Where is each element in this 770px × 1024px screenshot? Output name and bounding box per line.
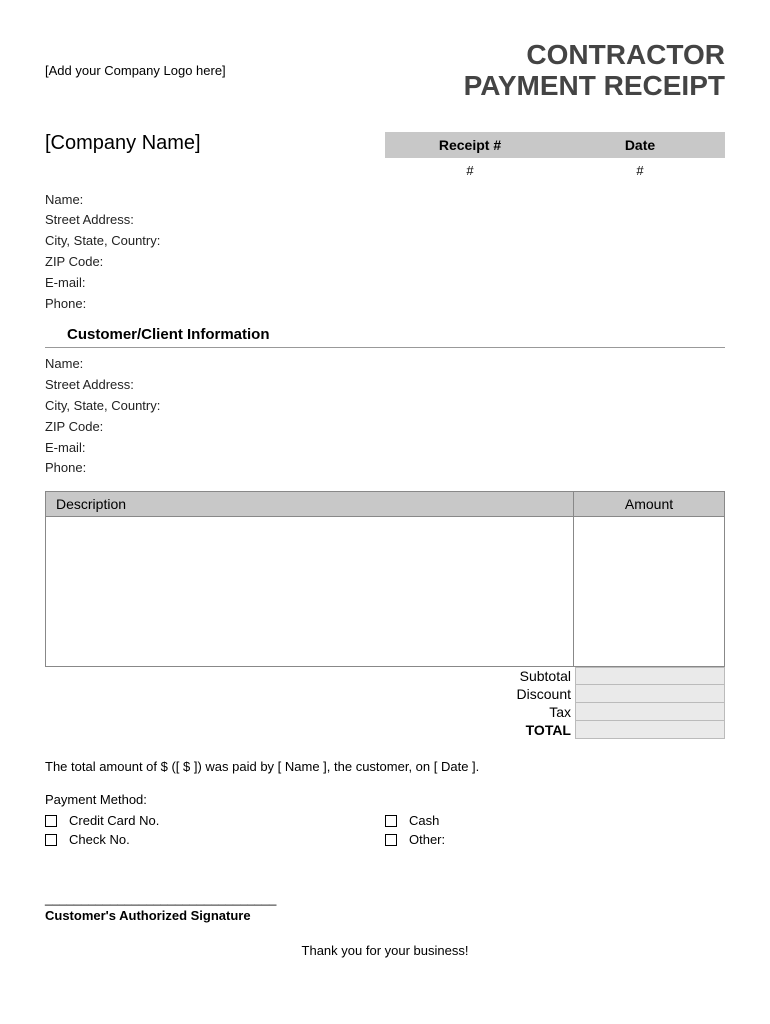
receipt-number-label: Receipt # xyxy=(385,137,555,153)
credit-card-label: Credit Card No. xyxy=(69,813,159,828)
title-line1: CONTRACTOR xyxy=(464,40,725,71)
customer-city-field: City, State, Country: xyxy=(45,396,725,417)
desc-body xyxy=(45,517,725,667)
document-title: CONTRACTOR PAYMENT RECEIPT xyxy=(464,40,725,102)
receipt-info-table: Receipt # Date # # xyxy=(385,132,725,184)
company-receipt-row: [Company Name] Receipt # Date # # xyxy=(45,132,725,184)
company-name: [Company Name] xyxy=(45,132,201,155)
company-email-field: E-mail: xyxy=(45,273,725,294)
payment-method-label: Payment Method: xyxy=(45,792,725,807)
amount-cell xyxy=(574,517,724,666)
totals-section: Subtotal Discount Tax TOTAL xyxy=(45,667,725,739)
company-phone-field: Phone: xyxy=(45,294,725,315)
description-column-header: Description xyxy=(46,492,574,516)
credit-card-checkbox[interactable] xyxy=(45,815,57,827)
date-label: Date xyxy=(555,137,725,153)
customer-email-field: E-mail: xyxy=(45,438,725,459)
receipt-header-row: Receipt # Date xyxy=(385,132,725,158)
customer-phone-field: Phone: xyxy=(45,458,725,479)
header-row: [Add your Company Logo here] CONTRACTOR … xyxy=(45,40,725,102)
tax-row: Tax xyxy=(45,703,725,721)
other-checkbox[interactable] xyxy=(385,834,397,846)
payment-other: Other: xyxy=(385,832,725,847)
customer-street-field: Street Address: xyxy=(45,375,725,396)
discount-row: Discount xyxy=(45,685,725,703)
title-line2: PAYMENT RECEIPT xyxy=(464,71,725,102)
total-label: TOTAL xyxy=(475,722,575,738)
check-checkbox[interactable] xyxy=(45,834,57,846)
subtotal-value xyxy=(575,667,725,685)
total-row: TOTAL xyxy=(45,721,725,739)
discount-label: Discount xyxy=(475,686,575,702)
signature-line: ________________________________ xyxy=(45,891,725,906)
receipt-value-row: # # xyxy=(385,158,725,184)
discount-value xyxy=(575,685,725,703)
payment-method-section: Payment Method: Credit Card No. Check No… xyxy=(45,792,725,851)
customer-zip-field: ZIP Code: xyxy=(45,417,725,438)
company-zip-field: ZIP Code: xyxy=(45,252,725,273)
cash-checkbox[interactable] xyxy=(385,815,397,827)
desc-header-row: Description Amount xyxy=(45,491,725,517)
other-label: Other: xyxy=(409,832,445,847)
logo-placeholder: [Add your Company Logo here] xyxy=(45,63,226,78)
company-city-field: City, State, Country: xyxy=(45,231,725,252)
subtotal-label: Subtotal xyxy=(475,668,575,684)
company-street-field: Street Address: xyxy=(45,210,725,231)
signature-section: ________________________________ Custome… xyxy=(45,891,725,923)
receipt-number-value: # xyxy=(385,163,555,178)
payment-cash: Cash xyxy=(385,813,725,828)
signature-label: Customer's Authorized Signature xyxy=(45,908,725,923)
customer-name-field: Name: xyxy=(45,354,725,375)
total-value xyxy=(575,721,725,739)
payment-col-right: Cash Other: xyxy=(385,813,725,851)
payment-check: Check No. xyxy=(45,832,385,847)
cash-label: Cash xyxy=(409,813,439,828)
footer-text: Thank you for your business! xyxy=(45,943,725,958)
payment-grid: Credit Card No. Check No. Cash Other: xyxy=(45,813,725,851)
date-value: # xyxy=(555,163,725,178)
payment-credit-card: Credit Card No. xyxy=(45,813,385,828)
tax-value xyxy=(575,703,725,721)
description-table: Description Amount xyxy=(45,491,725,667)
company-info-fields: Name: Street Address: City, State, Count… xyxy=(45,190,725,315)
check-label: Check No. xyxy=(69,832,130,847)
company-name-field: Name: xyxy=(45,190,725,211)
customer-section-header: Customer/Client Information xyxy=(45,326,725,348)
description-cell xyxy=(46,517,574,666)
payment-col-left: Credit Card No. Check No. xyxy=(45,813,385,851)
subtotal-row: Subtotal xyxy=(45,667,725,685)
payment-statement: The total amount of $ ([ $ ]) was paid b… xyxy=(45,759,725,774)
customer-info-fields: Name: Street Address: City, State, Count… xyxy=(45,354,725,479)
amount-column-header: Amount xyxy=(574,492,724,516)
tax-label: Tax xyxy=(475,704,575,720)
